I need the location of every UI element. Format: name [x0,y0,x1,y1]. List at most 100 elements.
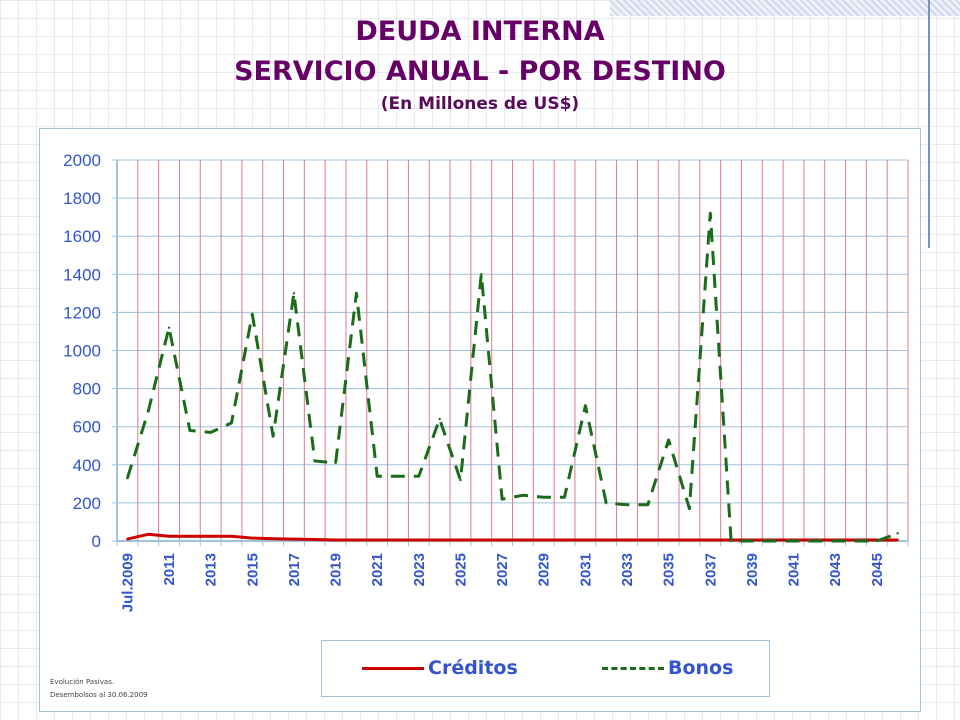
x-tick-label: 2023 [411,553,428,586]
data-point-creditos [688,538,691,542]
slide-subtitle: SERVICIO ANUAL - POR DESTINO [234,56,726,87]
data-point-bonos [709,212,712,215]
data-point-bonos [147,410,150,413]
data-point-creditos [438,538,441,542]
x-tick-label: 2037 [702,553,719,586]
y-tick-label: 1600 [63,227,101,246]
x-tick-label: 2017 [286,553,303,586]
x-tick-label: 2033 [619,553,636,586]
data-point-creditos [126,537,129,541]
data-point-bonos [854,539,858,543]
data-point-bonos [667,438,670,442]
legend-item-creditos: Créditos [362,655,518,681]
data-point-creditos [355,538,358,542]
legend-item-bonos: Bonos [602,655,733,681]
data-point-creditos [417,538,421,542]
data-point-creditos [709,538,712,542]
data-point-bonos [230,421,233,425]
data-point-creditos [500,538,504,542]
data-point-creditos [313,538,316,541]
x-tick-label: 2031 [577,553,594,586]
x-tick-label: 2035 [661,553,678,586]
decorative-right-rule [928,0,930,248]
data-point-bonos [271,435,275,438]
legend-label-creditos: Créditos [428,657,518,679]
data-point-bonos [438,417,441,421]
data-point-bonos [833,539,837,543]
data-point-bonos [417,475,421,478]
data-point-creditos [896,538,899,542]
y-tick-label: 200 [73,494,101,513]
footnote-source: Evolución Pasivas. [50,678,115,686]
data-point-bonos [563,495,566,499]
data-point-bonos [792,539,795,543]
series-line-bonos [125,211,899,543]
x-tick-label: 2021 [369,553,386,586]
x-tick-label: 2039 [744,553,761,586]
footnote-date: Desembolsos al 30.06.2009 [50,691,148,699]
data-point-creditos [563,538,566,542]
data-point-creditos [375,538,379,542]
y-tick-label: 1200 [63,303,101,322]
y-tick-label: 2000 [63,151,101,170]
data-point-bonos [813,539,816,543]
data-point-bonos [355,292,358,295]
data-point-bonos [542,495,545,499]
chart-legend: Créditos Bonos [321,640,770,697]
data-point-creditos [251,536,254,540]
data-point-bonos [459,478,462,482]
data-point-bonos [292,292,296,295]
data-point-bonos [604,501,608,505]
legend-label-bonos: Bonos [668,657,734,679]
data-point-bonos [521,494,525,497]
x-tick-label: 2011 [161,553,178,586]
legend-swatch-bonos [602,666,664,670]
x-tick-label: 2029 [536,553,553,586]
data-point-bonos [688,507,691,510]
data-point-bonos [584,404,587,407]
data-point-bonos [251,313,254,316]
data-point-bonos [729,539,733,543]
y-tick-label: 400 [73,456,101,475]
data-point-bonos [209,431,212,434]
data-point-bonos [646,503,650,507]
x-tick-label: 2041 [786,553,803,586]
y-tick-label: 800 [73,380,101,399]
data-point-creditos [542,538,545,542]
data-point-bonos [500,497,504,501]
data-point-bonos [396,475,400,478]
y-tick-label: 0 [92,532,101,551]
x-tick-label: 2013 [203,553,220,586]
x-tick-label: 2045 [869,553,886,586]
x-tick-label: 2025 [452,553,469,586]
x-tick-label: 2027 [494,553,511,586]
x-tick-label: Jul.2009 [119,553,136,612]
data-point-creditos [584,538,587,542]
decorative-corner-band [610,0,960,16]
line-chart: 0 200 400 600 800 1000 1200 1400 1600 1800 2000 Jul… [63,151,909,612]
data-point-creditos [480,538,483,542]
data-point-bonos [313,459,316,463]
data-point-creditos [459,538,462,542]
data-point-creditos [604,538,608,542]
data-point-creditos [667,538,670,542]
data-point-bonos [896,532,899,535]
data-point-bonos [334,461,337,465]
data-point-bonos [750,539,754,543]
slide-units: (En Millones de US$) [380,94,580,114]
x-tick-label: 2043 [827,553,844,586]
data-point-creditos [292,537,296,541]
data-point-bonos [188,429,192,432]
chart-area: 0 200 400 600 800 1000 1200 1400 1600 1800 2000 Jul… [39,128,921,712]
data-point-creditos [396,538,400,542]
data-point-creditos [521,538,525,542]
y-tick-label: 1000 [63,342,101,361]
data-point-bonos [126,476,129,480]
data-point-bonos [625,503,629,507]
x-tick-label: 2015 [244,553,261,586]
data-point-creditos [209,535,212,538]
y-tick-label: 1800 [63,189,101,208]
data-point-bonos [771,539,774,543]
y-tick-label: 600 [73,418,101,437]
data-point-creditos [271,537,275,540]
